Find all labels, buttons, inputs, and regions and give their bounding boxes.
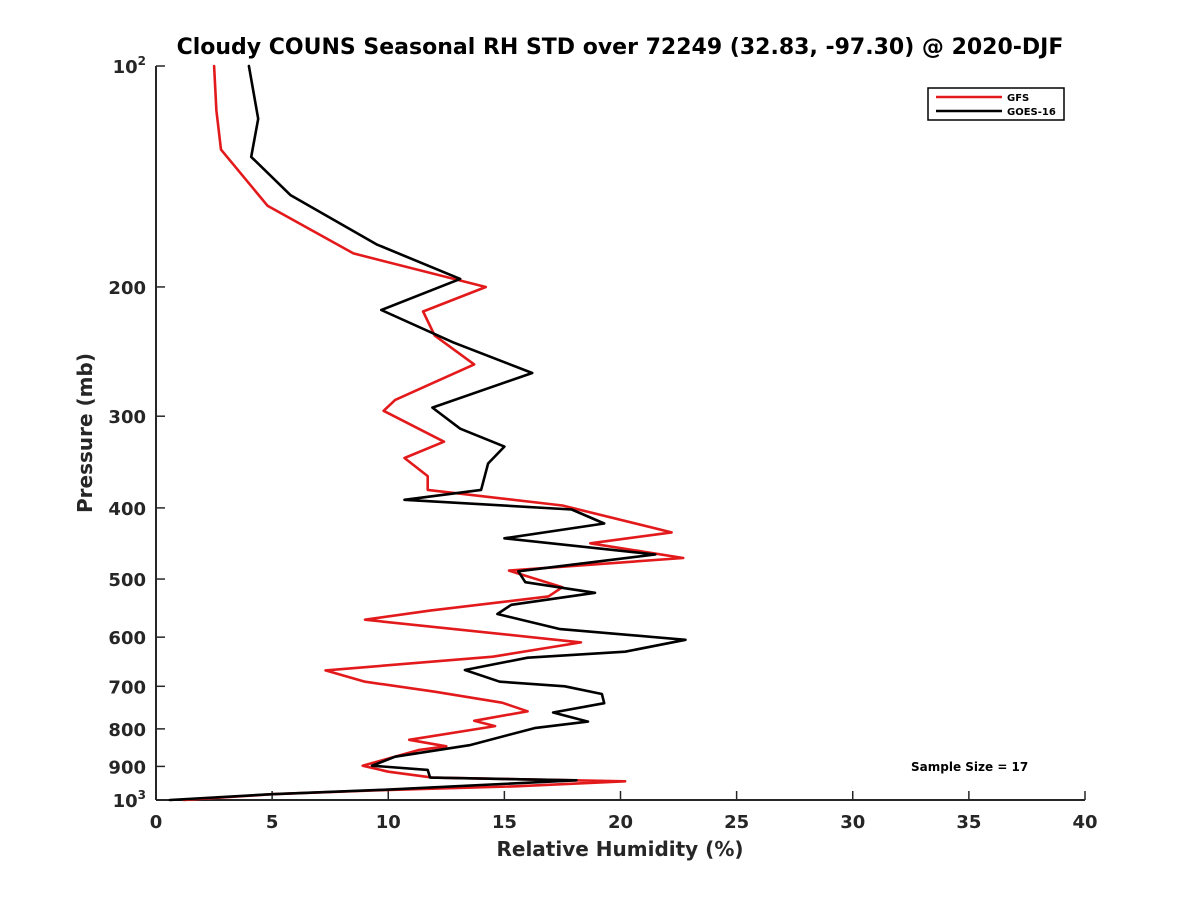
x-tick-label: 25 bbox=[724, 812, 749, 833]
series-line-gfs bbox=[182, 64, 685, 802]
legend: GFS GOES-16 bbox=[927, 87, 1065, 121]
y-tick-label: 200 bbox=[108, 278, 146, 299]
x-tick-label: 10 bbox=[376, 812, 401, 833]
x-tick-label: 30 bbox=[840, 812, 865, 833]
y-tick-label: 102 bbox=[113, 54, 146, 78]
x-tick-label: 15 bbox=[492, 812, 517, 833]
x-tick-label: 35 bbox=[956, 812, 981, 833]
series-line-goes16 bbox=[168, 64, 687, 802]
legend-goes16-label: GOES-16 bbox=[1007, 107, 1056, 118]
y-tick-label: 600 bbox=[108, 628, 146, 649]
y-tick-label: 300 bbox=[108, 407, 146, 428]
y-tick-label: 800 bbox=[108, 720, 146, 741]
y-tick-label: 400 bbox=[108, 499, 146, 520]
legend-box bbox=[927, 87, 1065, 121]
y-tick-label: 103 bbox=[113, 788, 146, 812]
x-axis-label: Relative Humidity (%) bbox=[496, 837, 743, 861]
legend-gfs-label: GFS bbox=[1007, 93, 1029, 104]
x-tick-label: 5 bbox=[266, 812, 279, 833]
sample-size-annotation: Sample Size = 17 bbox=[911, 760, 1028, 774]
series-layer bbox=[168, 64, 687, 802]
chart-title: Cloudy COUNS Seasonal RH STD over 72249 … bbox=[177, 35, 1064, 60]
x-tick-label: 0 bbox=[150, 812, 163, 833]
y-axis-label: Pressure (mb) bbox=[73, 353, 97, 513]
x-tick-label: 20 bbox=[608, 812, 633, 833]
y-tick-label: 900 bbox=[108, 757, 146, 778]
y-tick-label: 700 bbox=[108, 677, 146, 698]
y-tick-label: 500 bbox=[108, 570, 146, 591]
x-tick-label: 40 bbox=[1072, 812, 1097, 833]
axes: 0 5 10 15 20 25 30 35 40 102 200 300 400 500 600 700 800… bbox=[108, 54, 1097, 833]
